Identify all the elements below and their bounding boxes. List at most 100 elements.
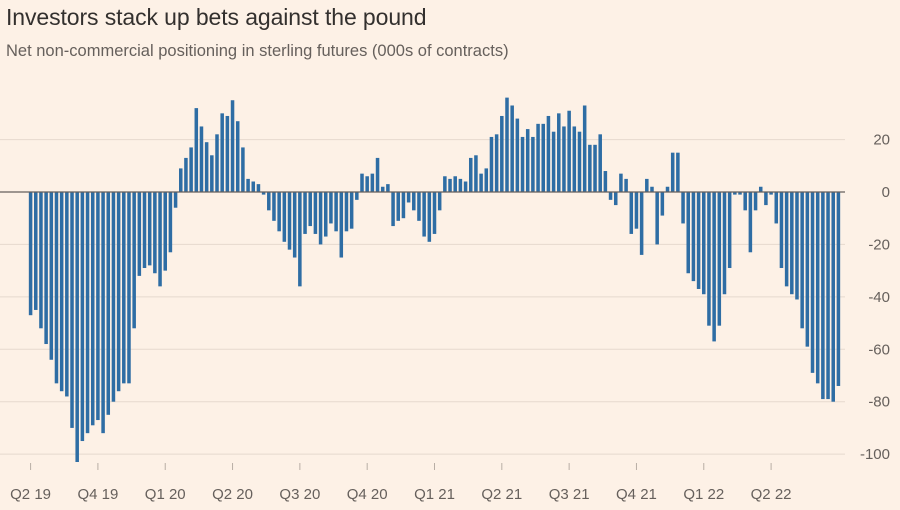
x-tick-label: Q4 19 [77, 486, 118, 503]
bar [230, 100, 235, 192]
bar [624, 178, 628, 192]
bar [489, 136, 494, 192]
bar [406, 191, 411, 203]
bar [349, 191, 354, 229]
bar [256, 184, 261, 192]
y-tick-label: 20 [873, 132, 890, 149]
bar [577, 131, 582, 192]
bar [70, 191, 74, 428]
bar [334, 191, 338, 232]
chart-subtitle: Net non-commercial positioning in sterli… [6, 42, 509, 60]
bar [339, 191, 344, 258]
bar [582, 105, 587, 192]
bar [520, 136, 525, 192]
bar [184, 157, 188, 192]
bar [608, 191, 613, 200]
chart-title: Investors stack up bets against the poun… [6, 4, 427, 30]
bar [292, 191, 297, 258]
bar [122, 191, 126, 384]
bar [163, 191, 167, 271]
bar [613, 191, 618, 206]
bar [510, 105, 514, 192]
bar [28, 191, 33, 316]
bar [758, 186, 763, 192]
bar [380, 186, 385, 192]
bar [826, 191, 830, 400]
bar [267, 191, 271, 211]
x-tick-label: Q2 20 [212, 486, 253, 503]
bar [702, 191, 706, 295]
bar [458, 178, 463, 192]
bar [173, 191, 178, 208]
bar [748, 191, 753, 253]
bar [65, 191, 69, 397]
x-tick-label: Q2 22 [751, 486, 792, 503]
bar [598, 134, 602, 192]
bar [132, 191, 136, 329]
bar [401, 191, 406, 219]
bar [800, 191, 804, 329]
bar [645, 178, 649, 192]
bar [318, 191, 323, 245]
bar [541, 123, 545, 192]
bar [691, 191, 696, 282]
x-tick-label: Q1 20 [145, 486, 186, 503]
bar [360, 173, 364, 192]
bar [474, 155, 478, 192]
bar [432, 191, 437, 234]
bar [443, 176, 447, 192]
bar [329, 191, 333, 224]
bar [769, 191, 773, 195]
bar [722, 191, 727, 295]
bar [655, 191, 659, 245]
bar [660, 191, 665, 216]
bar [815, 191, 820, 384]
y-tick-label: -100 [860, 446, 890, 463]
bar [484, 168, 489, 192]
bar [696, 191, 701, 289]
bar [251, 181, 256, 192]
bar [80, 191, 85, 442]
x-tick-label: Q2 21 [481, 486, 522, 503]
bar [261, 191, 266, 195]
bar [593, 144, 597, 192]
bar [127, 191, 131, 384]
bar [370, 173, 375, 192]
bar [241, 147, 245, 192]
bar [588, 144, 592, 192]
y-tick-label: -20 [868, 236, 890, 253]
bar [194, 108, 199, 192]
bar [774, 191, 779, 224]
bar [147, 191, 152, 266]
bar [101, 191, 105, 434]
x-tick-label: Q2 19 [10, 486, 51, 503]
bar [743, 191, 747, 211]
bar [308, 191, 312, 227]
bar [142, 191, 147, 269]
bar [375, 157, 380, 192]
bar [784, 191, 789, 287]
bar [396, 191, 401, 221]
bar [546, 115, 551, 192]
bar [303, 191, 307, 234]
bar [676, 152, 680, 192]
bar [670, 152, 675, 192]
bar [34, 191, 38, 310]
bar [179, 168, 183, 192]
bar [287, 191, 292, 250]
y-axis-labels: 20 0 -20 -40 -60 -80 -100 [860, 132, 890, 464]
bar [712, 191, 716, 342]
bar [831, 191, 835, 402]
bar [790, 191, 794, 295]
bar [515, 118, 520, 192]
bar [220, 113, 224, 192]
bar [468, 157, 473, 192]
bar [427, 191, 432, 242]
bar [153, 191, 157, 274]
bar [75, 191, 79, 463]
bar [753, 191, 758, 211]
bar [738, 191, 742, 195]
bar [557, 113, 561, 192]
bar [500, 115, 504, 192]
bar [717, 191, 722, 326]
